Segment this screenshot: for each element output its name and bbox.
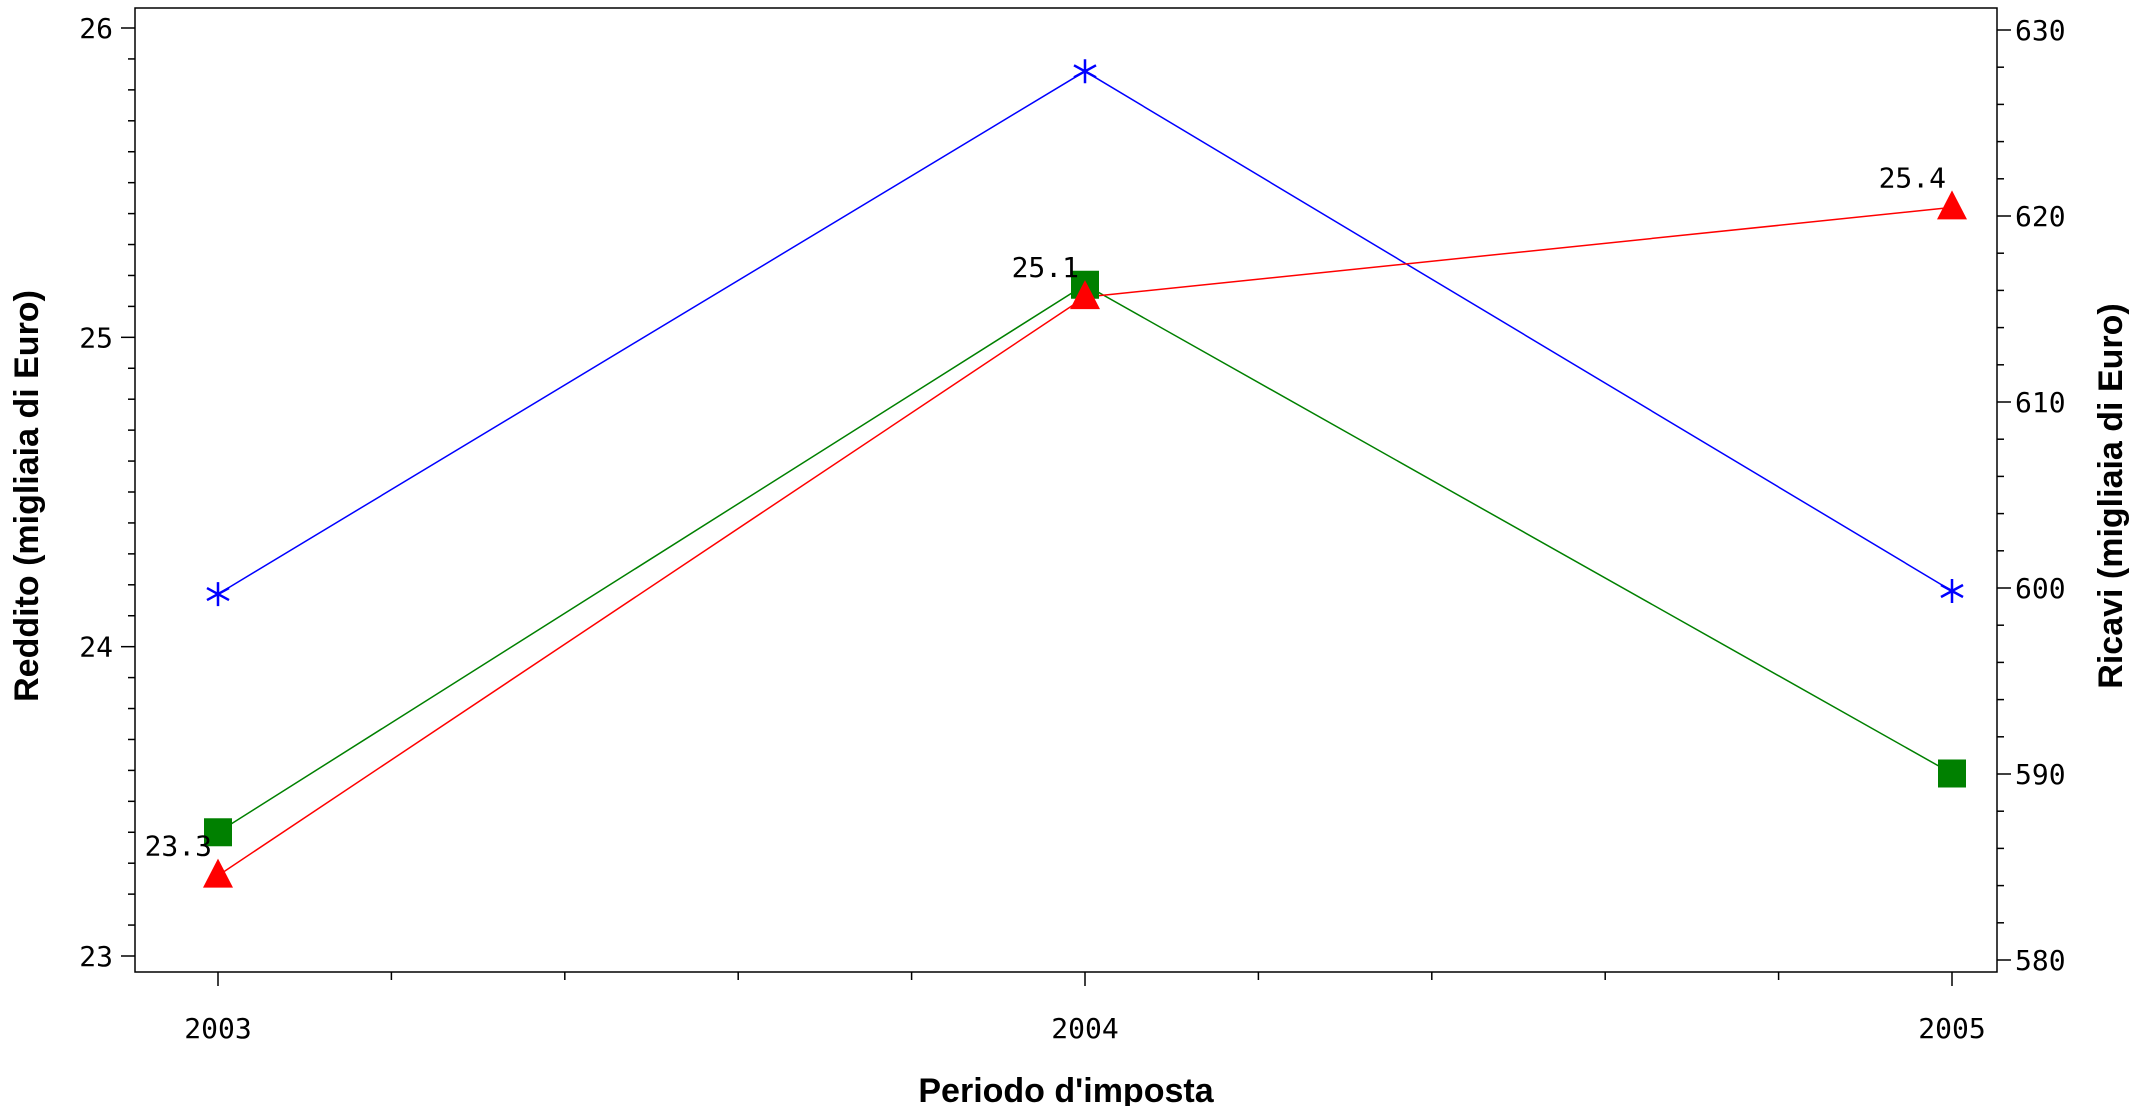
x-axis: 2003 2004 2005 [184, 972, 1986, 1045]
plot-frame [134, 7, 1998, 973]
series-marker-triangle [1937, 190, 1967, 220]
series-line [217, 283, 1953, 833]
data-labels: 23.3 25.1 25.4 [145, 161, 1946, 862]
y-left-tick-label: 26 [79, 12, 113, 45]
series-marker-square [1938, 759, 1966, 788]
y-left-tick-label: 23 [79, 940, 113, 973]
series-marker-asterisk [1940, 578, 1964, 603]
y-right-tick-label: 580 [2015, 944, 2066, 977]
y-left-axis: 23 24 25 26 [79, 12, 135, 973]
data-label: 23.3 [145, 830, 212, 863]
y-right-tick-label: 630 [2015, 14, 2066, 47]
x-axis-title: Periodo d'imposta [918, 1072, 1214, 1106]
x-tick-label: 2004 [1051, 1012, 1118, 1045]
series-marker-asterisk [206, 582, 230, 607]
series-marker-asterisk [1073, 59, 1097, 84]
x-tick-label: 2003 [184, 1012, 251, 1045]
y-right-axis-title: Ricavi (migliaia di Euro) [2092, 303, 2130, 688]
y-left-tick-label: 25 [79, 321, 113, 354]
series-marker-triangle [203, 858, 233, 888]
series-markers [203, 59, 1967, 888]
y-right-tick-label: 620 [2015, 200, 2066, 233]
data-label: 25.4 [1879, 161, 1946, 194]
data-label: 25.1 [1012, 251, 1079, 284]
series-marker-square [204, 818, 232, 847]
minor-ticks [390, 972, 1780, 980]
y-right-tick-label: 590 [2015, 758, 2066, 791]
y-right-axis: 580 590 600 610 620 630 [1997, 14, 2066, 977]
y-left-axis-title: Reddito (migliaia di Euro) [8, 290, 46, 702]
series-line [217, 70, 1953, 595]
series-lines [217, 70, 1953, 877]
y-right-tick-label: 610 [2015, 386, 2066, 419]
y-left-tick-label: 24 [79, 631, 113, 664]
x-tick-label: 2005 [1918, 1012, 1985, 1045]
series-marker-triangle [1070, 280, 1100, 310]
y-right-tick-label: 600 [2015, 572, 2066, 605]
